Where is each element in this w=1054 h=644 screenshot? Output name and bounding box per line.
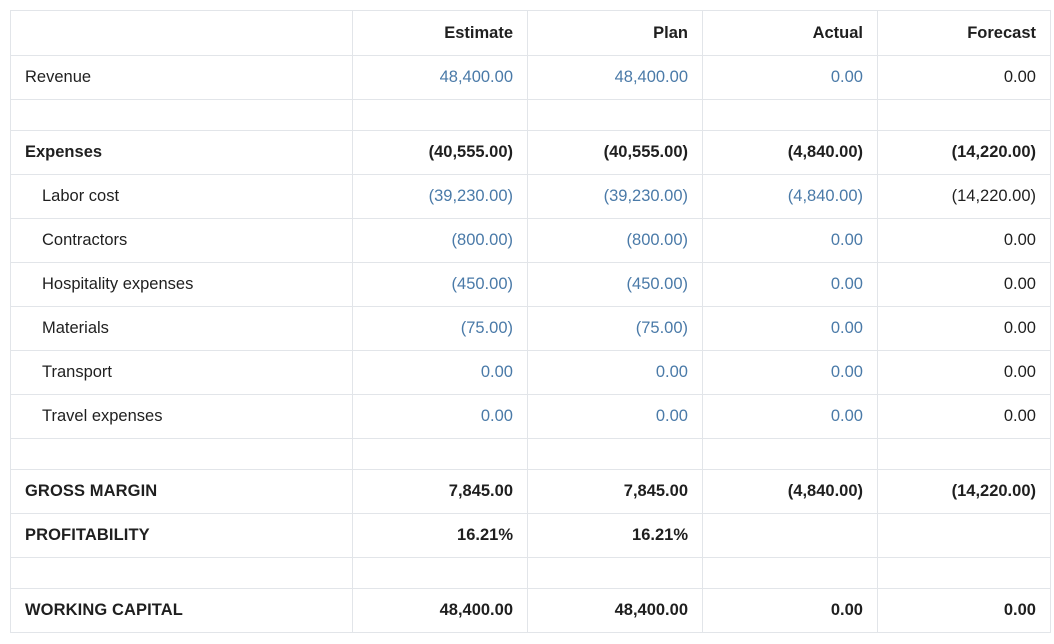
travel-estimate-link[interactable]: 0.00 (352, 394, 528, 439)
hospitality-forecast: 0.00 (877, 262, 1051, 307)
spacer-cell (352, 99, 528, 131)
row-profitability: PROFITABILITY 16.21% 16.21% (10, 513, 1051, 558)
header-estimate: Estimate (352, 10, 528, 56)
working-capital-plan: 48,400.00 (527, 588, 703, 633)
spacer-cell (527, 557, 703, 589)
spacer-cell (527, 99, 703, 131)
profitability-estimate: 16.21% (352, 513, 528, 558)
expenses-plan: (40,555.00) (527, 130, 703, 175)
profitability-actual (702, 513, 878, 558)
labor-cost-actual-link[interactable]: (4,840.00) (702, 174, 878, 219)
expenses-estimate: (40,555.00) (352, 130, 528, 175)
contractors-forecast: 0.00 (877, 218, 1051, 263)
spacer-cell (352, 557, 528, 589)
row-label: Contractors (10, 218, 353, 263)
revenue-forecast: 0.00 (877, 55, 1051, 100)
contractors-actual-link[interactable]: 0.00 (702, 218, 878, 263)
row-travel-expenses: Travel expenses 0.00 0.00 0.00 0.00 (10, 394, 1051, 439)
gross-margin-forecast: (14,220.00) (877, 469, 1051, 514)
revenue-plan-link[interactable]: 48,400.00 (527, 55, 703, 100)
spacer-cell (702, 557, 878, 589)
contractors-plan-link[interactable]: (800.00) (527, 218, 703, 263)
budget-table: Estimate Plan Actual Forecast Revenue 48… (10, 10, 1051, 633)
expenses-actual: (4,840.00) (702, 130, 878, 175)
materials-actual-link[interactable]: 0.00 (702, 306, 878, 351)
spacer-cell (702, 438, 878, 470)
revenue-actual-link[interactable]: 0.00 (702, 55, 878, 100)
hospitality-plan-link[interactable]: (450.00) (527, 262, 703, 307)
profitability-forecast (877, 513, 1051, 558)
row-label: PROFITABILITY (10, 513, 353, 558)
row-transport: Transport 0.00 0.00 0.00 0.00 (10, 350, 1051, 395)
row-label: GROSS MARGIN (10, 469, 353, 514)
hospitality-estimate-link[interactable]: (450.00) (352, 262, 528, 307)
gross-margin-estimate: 7,845.00 (352, 469, 528, 514)
spacer-cell (702, 99, 878, 131)
spacer-cell (877, 557, 1051, 589)
header-plan: Plan (527, 10, 703, 56)
row-working-capital: WORKING CAPITAL 48,400.00 48,400.00 0.00… (10, 588, 1051, 633)
spacer-cell (10, 438, 353, 470)
contractors-estimate-link[interactable]: (800.00) (352, 218, 528, 263)
row-label: Hospitality expenses (10, 262, 353, 307)
row-labor-cost: Labor cost (39,230.00) (39,230.00) (4,84… (10, 174, 1051, 219)
row-label: Materials (10, 306, 353, 351)
materials-estimate-link[interactable]: (75.00) (352, 306, 528, 351)
labor-cost-plan-link[interactable]: (39,230.00) (527, 174, 703, 219)
working-capital-forecast: 0.00 (877, 588, 1051, 633)
hospitality-actual-link[interactable]: 0.00 (702, 262, 878, 307)
spacer-cell (10, 99, 353, 131)
working-capital-actual: 0.00 (702, 588, 878, 633)
profitability-plan: 16.21% (527, 513, 703, 558)
budget-table-container: Estimate Plan Actual Forecast Revenue 48… (10, 10, 1051, 633)
header-label-cell (10, 10, 353, 56)
working-capital-estimate: 48,400.00 (352, 588, 528, 633)
spacer-cell (877, 99, 1051, 131)
transport-estimate-link[interactable]: 0.00 (352, 350, 528, 395)
expenses-forecast: (14,220.00) (877, 130, 1051, 175)
spacer-cell (352, 438, 528, 470)
row-label: Expenses (10, 130, 353, 175)
spacer-cell (877, 438, 1051, 470)
row-expenses: Expenses (40,555.00) (40,555.00) (4,840.… (10, 130, 1051, 175)
transport-forecast: 0.00 (877, 350, 1051, 395)
travel-actual-link[interactable]: 0.00 (702, 394, 878, 439)
labor-cost-forecast: (14,220.00) (877, 174, 1051, 219)
row-label: Travel expenses (10, 394, 353, 439)
materials-forecast: 0.00 (877, 306, 1051, 351)
revenue-estimate-link[interactable]: 48,400.00 (352, 55, 528, 100)
row-label: Revenue (10, 55, 353, 100)
transport-actual-link[interactable]: 0.00 (702, 350, 878, 395)
spacer-cell (10, 557, 353, 589)
row-gross-margin: GROSS MARGIN 7,845.00 7,845.00 (4,840.00… (10, 469, 1051, 514)
gross-margin-plan: 7,845.00 (527, 469, 703, 514)
row-contractors: Contractors (800.00) (800.00) 0.00 0.00 (10, 218, 1051, 263)
spacer-row (10, 99, 1051, 131)
row-revenue: Revenue 48,400.00 48,400.00 0.00 0.00 (10, 55, 1051, 100)
spacer-cell (527, 438, 703, 470)
travel-plan-link[interactable]: 0.00 (527, 394, 703, 439)
row-label: Transport (10, 350, 353, 395)
row-hospitality-expenses: Hospitality expenses (450.00) (450.00) 0… (10, 262, 1051, 307)
travel-forecast: 0.00 (877, 394, 1051, 439)
spacer-row (10, 557, 1051, 589)
row-label: Labor cost (10, 174, 353, 219)
row-materials: Materials (75.00) (75.00) 0.00 0.00 (10, 306, 1051, 351)
header-row: Estimate Plan Actual Forecast (10, 10, 1051, 56)
header-forecast: Forecast (877, 10, 1051, 56)
header-actual: Actual (702, 10, 878, 56)
materials-plan-link[interactable]: (75.00) (527, 306, 703, 351)
gross-margin-actual: (4,840.00) (702, 469, 878, 514)
row-label: WORKING CAPITAL (10, 588, 353, 633)
spacer-row (10, 438, 1051, 470)
labor-cost-estimate-link[interactable]: (39,230.00) (352, 174, 528, 219)
transport-plan-link[interactable]: 0.00 (527, 350, 703, 395)
